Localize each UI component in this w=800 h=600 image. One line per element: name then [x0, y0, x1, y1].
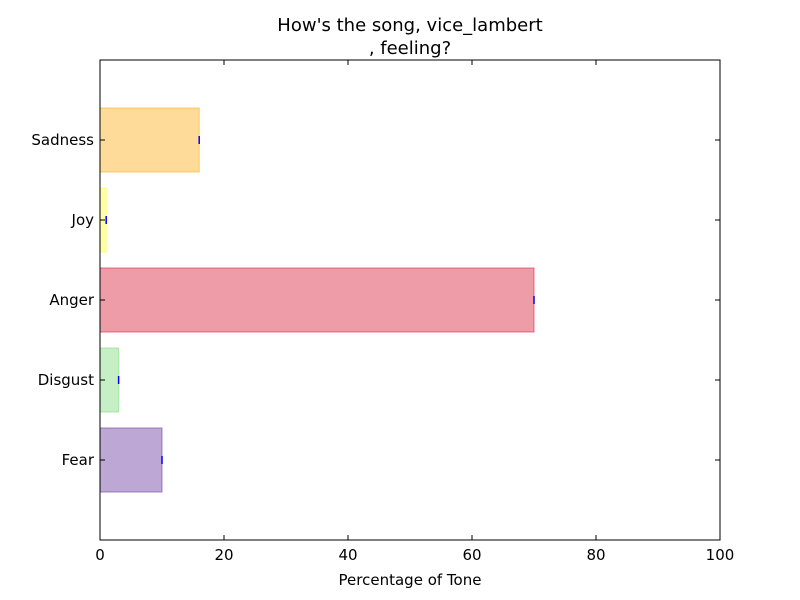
x-tick-label: 80 — [586, 546, 605, 564]
y-tick-label-fear: Fear — [62, 451, 95, 469]
y-tick-label-anger: Anger — [49, 291, 95, 309]
bars-group — [99, 107, 535, 493]
x-axis-ticks: 0 20 40 60 80 100 — [95, 60, 734, 564]
chart-title-line-2: , feeling? — [369, 38, 451, 59]
x-axis-label: Percentage of Tone — [339, 571, 482, 589]
bar-sadness — [99, 107, 200, 173]
y-axis-ticks: Fear Disgust Anger Joy Sadness — [31, 131, 720, 469]
bar-fear — [99, 427, 163, 493]
x-tick-label: 100 — [706, 546, 735, 564]
x-tick-label: 0 — [95, 546, 105, 564]
x-tick-label: 20 — [214, 546, 233, 564]
y-tick-label-sadness: Sadness — [31, 131, 94, 149]
y-tick-label-disgust: Disgust — [38, 371, 94, 389]
y-tick-label-joy: Joy — [71, 211, 95, 229]
x-tick-label: 40 — [338, 546, 357, 564]
x-tick-label: 60 — [462, 546, 481, 564]
chart-title-line-1: How's the song, vice_lambert — [277, 15, 542, 36]
bar-anger — [99, 267, 535, 333]
